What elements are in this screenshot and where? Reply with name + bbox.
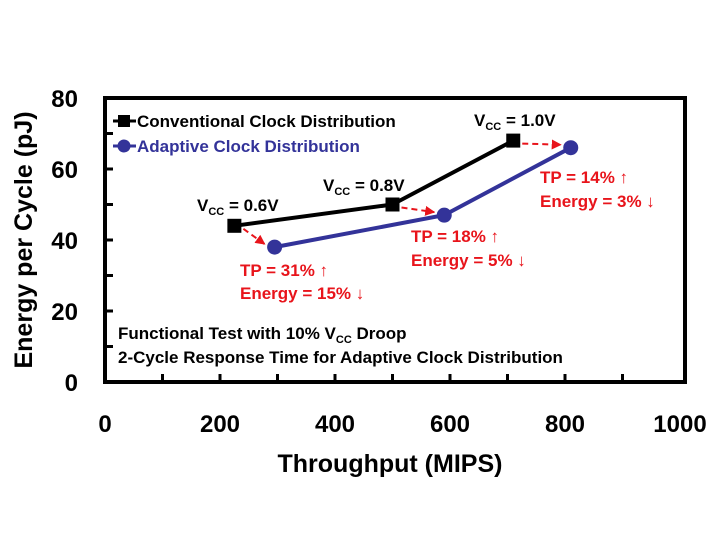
x-tick-label: 0 (98, 411, 111, 438)
tp-label-0.8: TP = 18% ↑ (411, 227, 499, 246)
energy-label-0.8: Energy = 5% ↓ (411, 251, 526, 270)
energy-label-1.0: Energy = 3% ↓ (540, 192, 655, 211)
voltage-label-1.0: VCC = 1.0V (474, 111, 556, 133)
data-point-adaptive (267, 239, 283, 255)
data-point-conventional (506, 133, 521, 148)
y-tick-label: 20 (51, 299, 78, 326)
shift-arrow (242, 227, 266, 245)
y-axis-title: Energy per Cycle (pJ) (10, 111, 38, 368)
legend-marker-conventional (118, 115, 130, 127)
voltage-label-0.8: VCC = 0.8V (323, 176, 405, 198)
voltage-label-0.6: VCC = 0.6V (197, 196, 279, 218)
data-point-adaptive (563, 140, 579, 156)
x-tick-label: 600 (430, 411, 470, 438)
x-axis-title: Throughput (MIPS) (278, 450, 503, 478)
y-tick-label: 80 (51, 86, 78, 113)
legend-marker-adaptive (117, 139, 131, 153)
x-tick-label: 400 (315, 411, 355, 438)
y-tick-label: 0 (65, 370, 78, 397)
tp-label-0.6: TP = 31% ↑ (240, 261, 328, 280)
axis-ticks (105, 132, 624, 382)
x-tick-label: 800 (545, 411, 585, 438)
y-tick-label: 40 (51, 228, 78, 255)
legend-label-conventional: Conventional Clock Distribution (137, 112, 396, 131)
x-tick-label: 200 (200, 411, 240, 438)
x-tick-label: 1000 (653, 411, 706, 438)
data-point-conventional (227, 218, 242, 233)
data-point-conventional (385, 197, 400, 212)
note-line-2: 2-Cycle Response Time for Adaptive Clock… (118, 348, 563, 367)
tp-label-1.0: TP = 14% ↑ (540, 168, 628, 187)
energy-label-0.6: Energy = 15% ↓ (240, 284, 364, 303)
y-tick-label: 60 (51, 157, 78, 184)
data-point-adaptive (436, 207, 452, 223)
legend-label-adaptive: Adaptive Clock Distribution (137, 137, 360, 156)
note-line-1: Functional Test with 10% VCC Droop (118, 324, 407, 346)
shift-arrow (522, 139, 562, 150)
shift-arrow (401, 205, 436, 216)
legend: Conventional Clock Distribution Adaptive… (113, 112, 396, 156)
